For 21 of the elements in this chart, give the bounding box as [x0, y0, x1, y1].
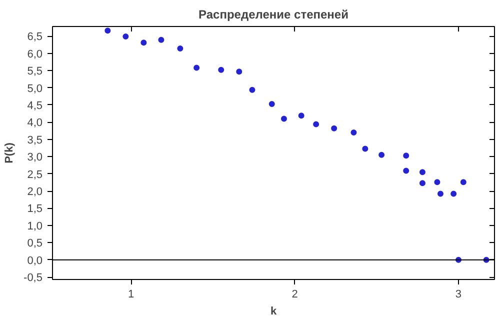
x-axis-title: k — [270, 306, 278, 318]
y-tick-label: 3,5 — [27, 134, 43, 146]
y-tick-label: 0,5 — [27, 238, 43, 250]
y-tick-label: 2,5 — [27, 168, 43, 181]
y-axis-title: P(k) — [4, 142, 16, 164]
y-tick-label: 3,0 — [27, 152, 43, 164]
y-tick-label: -0,5 — [24, 272, 43, 284]
x-tick-label: 2 — [292, 288, 298, 300]
y-tick-label: 4,5 — [27, 100, 43, 112]
x-tick-label: 1 — [128, 288, 134, 300]
y-tick-label: 6,5 — [27, 31, 43, 44]
x-tick-label: 3 — [455, 288, 462, 300]
y-tick-label: 0,0 — [27, 254, 43, 267]
y-tick-label: 5,0 — [27, 82, 43, 95]
y-tick-label: 1,5 — [27, 203, 43, 216]
y-tick-label: 2,0 — [27, 186, 43, 198]
y-tick-label: 6,0 — [27, 48, 43, 60]
y-tick-label: 4,0 — [27, 117, 43, 130]
y-tick-label: 1,0 — [27, 220, 43, 232]
y-tick-label: 5,5 — [27, 66, 43, 78]
chart-title: Распределение степеней — [198, 8, 348, 22]
